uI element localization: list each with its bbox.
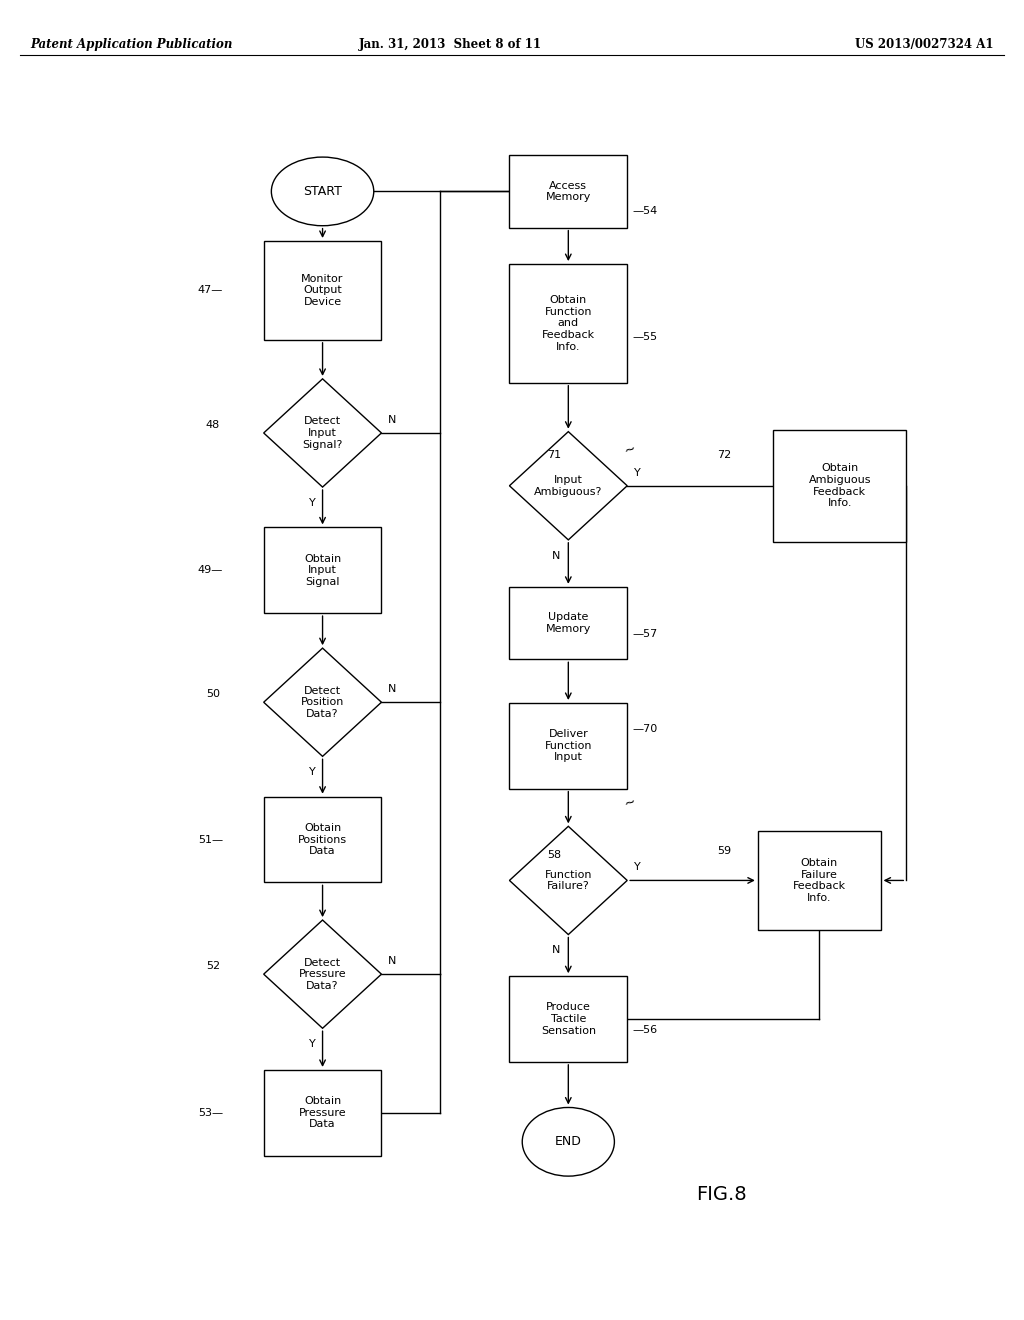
Text: ~: ~ <box>623 795 638 810</box>
Text: Patent Application Publication: Patent Application Publication <box>31 38 233 51</box>
Text: END: END <box>555 1135 582 1148</box>
Text: —56: —56 <box>633 1024 658 1035</box>
Text: N: N <box>387 684 396 694</box>
Text: Y: Y <box>309 1039 315 1049</box>
Text: Obtain
Failure
Feedback
Info.: Obtain Failure Feedback Info. <box>793 858 846 903</box>
Polygon shape <box>264 379 381 487</box>
Bar <box>510 977 627 1061</box>
Text: Deliver
Function
Input: Deliver Function Input <box>545 729 592 763</box>
Text: N: N <box>387 414 396 425</box>
Bar <box>264 242 381 339</box>
Text: Jan. 31, 2013  Sheet 8 of 11: Jan. 31, 2013 Sheet 8 of 11 <box>359 38 542 51</box>
Text: Function
Failure?: Function Failure? <box>545 870 592 891</box>
Text: US 2013/0027324 A1: US 2013/0027324 A1 <box>855 38 993 51</box>
Text: Obtain
Function
and
Feedback
Info.: Obtain Function and Feedback Info. <box>542 296 595 351</box>
Text: Y: Y <box>309 767 315 777</box>
Text: 51—: 51— <box>198 834 223 845</box>
Text: Obtain
Pressure
Data: Obtain Pressure Data <box>299 1096 346 1130</box>
Text: Detect
Pressure
Data?: Detect Pressure Data? <box>299 957 346 991</box>
Text: —55: —55 <box>633 331 658 342</box>
Text: N: N <box>387 956 396 966</box>
Text: N: N <box>552 945 560 956</box>
Text: 48: 48 <box>206 420 220 430</box>
Text: Obtain
Ambiguous
Feedback
Info.: Obtain Ambiguous Feedback Info. <box>808 463 871 508</box>
Text: 49—: 49— <box>198 565 223 576</box>
Polygon shape <box>510 432 627 540</box>
Text: Input
Ambiguous?: Input Ambiguous? <box>535 475 602 496</box>
Bar <box>773 430 906 541</box>
Text: 47—: 47— <box>198 285 223 296</box>
Polygon shape <box>264 648 381 756</box>
Text: Update
Memory: Update Memory <box>546 612 591 634</box>
Bar <box>264 796 381 882</box>
Text: 72: 72 <box>717 450 731 461</box>
Text: Access
Memory: Access Memory <box>546 181 591 202</box>
Bar <box>510 586 627 659</box>
Text: FIG.8: FIG.8 <box>696 1185 746 1204</box>
Bar <box>264 527 381 612</box>
Text: START: START <box>303 185 342 198</box>
Ellipse shape <box>522 1107 614 1176</box>
Text: Monitor
Output
Device: Monitor Output Device <box>301 273 344 308</box>
Bar <box>510 704 627 789</box>
Text: Obtain
Positions
Data: Obtain Positions Data <box>298 822 347 857</box>
Text: 58: 58 <box>547 850 561 861</box>
Text: Detect
Position
Data?: Detect Position Data? <box>301 685 344 719</box>
Text: Detect
Input
Signal?: Detect Input Signal? <box>302 416 343 450</box>
Text: —54: —54 <box>633 206 658 216</box>
Text: Y: Y <box>309 498 315 508</box>
Bar <box>758 832 881 929</box>
Text: ~: ~ <box>623 442 638 458</box>
Text: Y: Y <box>634 862 641 873</box>
Bar <box>510 264 627 383</box>
Text: —70: —70 <box>633 723 658 734</box>
Bar <box>510 154 627 227</box>
Text: Y: Y <box>634 467 641 478</box>
Text: Produce
Tactile
Sensation: Produce Tactile Sensation <box>541 1002 596 1036</box>
Text: 52: 52 <box>206 961 220 972</box>
Ellipse shape <box>271 157 374 226</box>
Text: 71: 71 <box>547 450 561 461</box>
Text: Obtain
Input
Signal: Obtain Input Signal <box>304 553 341 587</box>
Text: 53—: 53— <box>198 1107 223 1118</box>
Text: N: N <box>552 550 560 561</box>
Polygon shape <box>510 826 627 935</box>
Text: 50: 50 <box>206 689 220 700</box>
Text: 59: 59 <box>717 846 731 857</box>
Text: —57: —57 <box>633 628 658 639</box>
Bar <box>264 1069 381 1156</box>
Polygon shape <box>264 920 381 1028</box>
